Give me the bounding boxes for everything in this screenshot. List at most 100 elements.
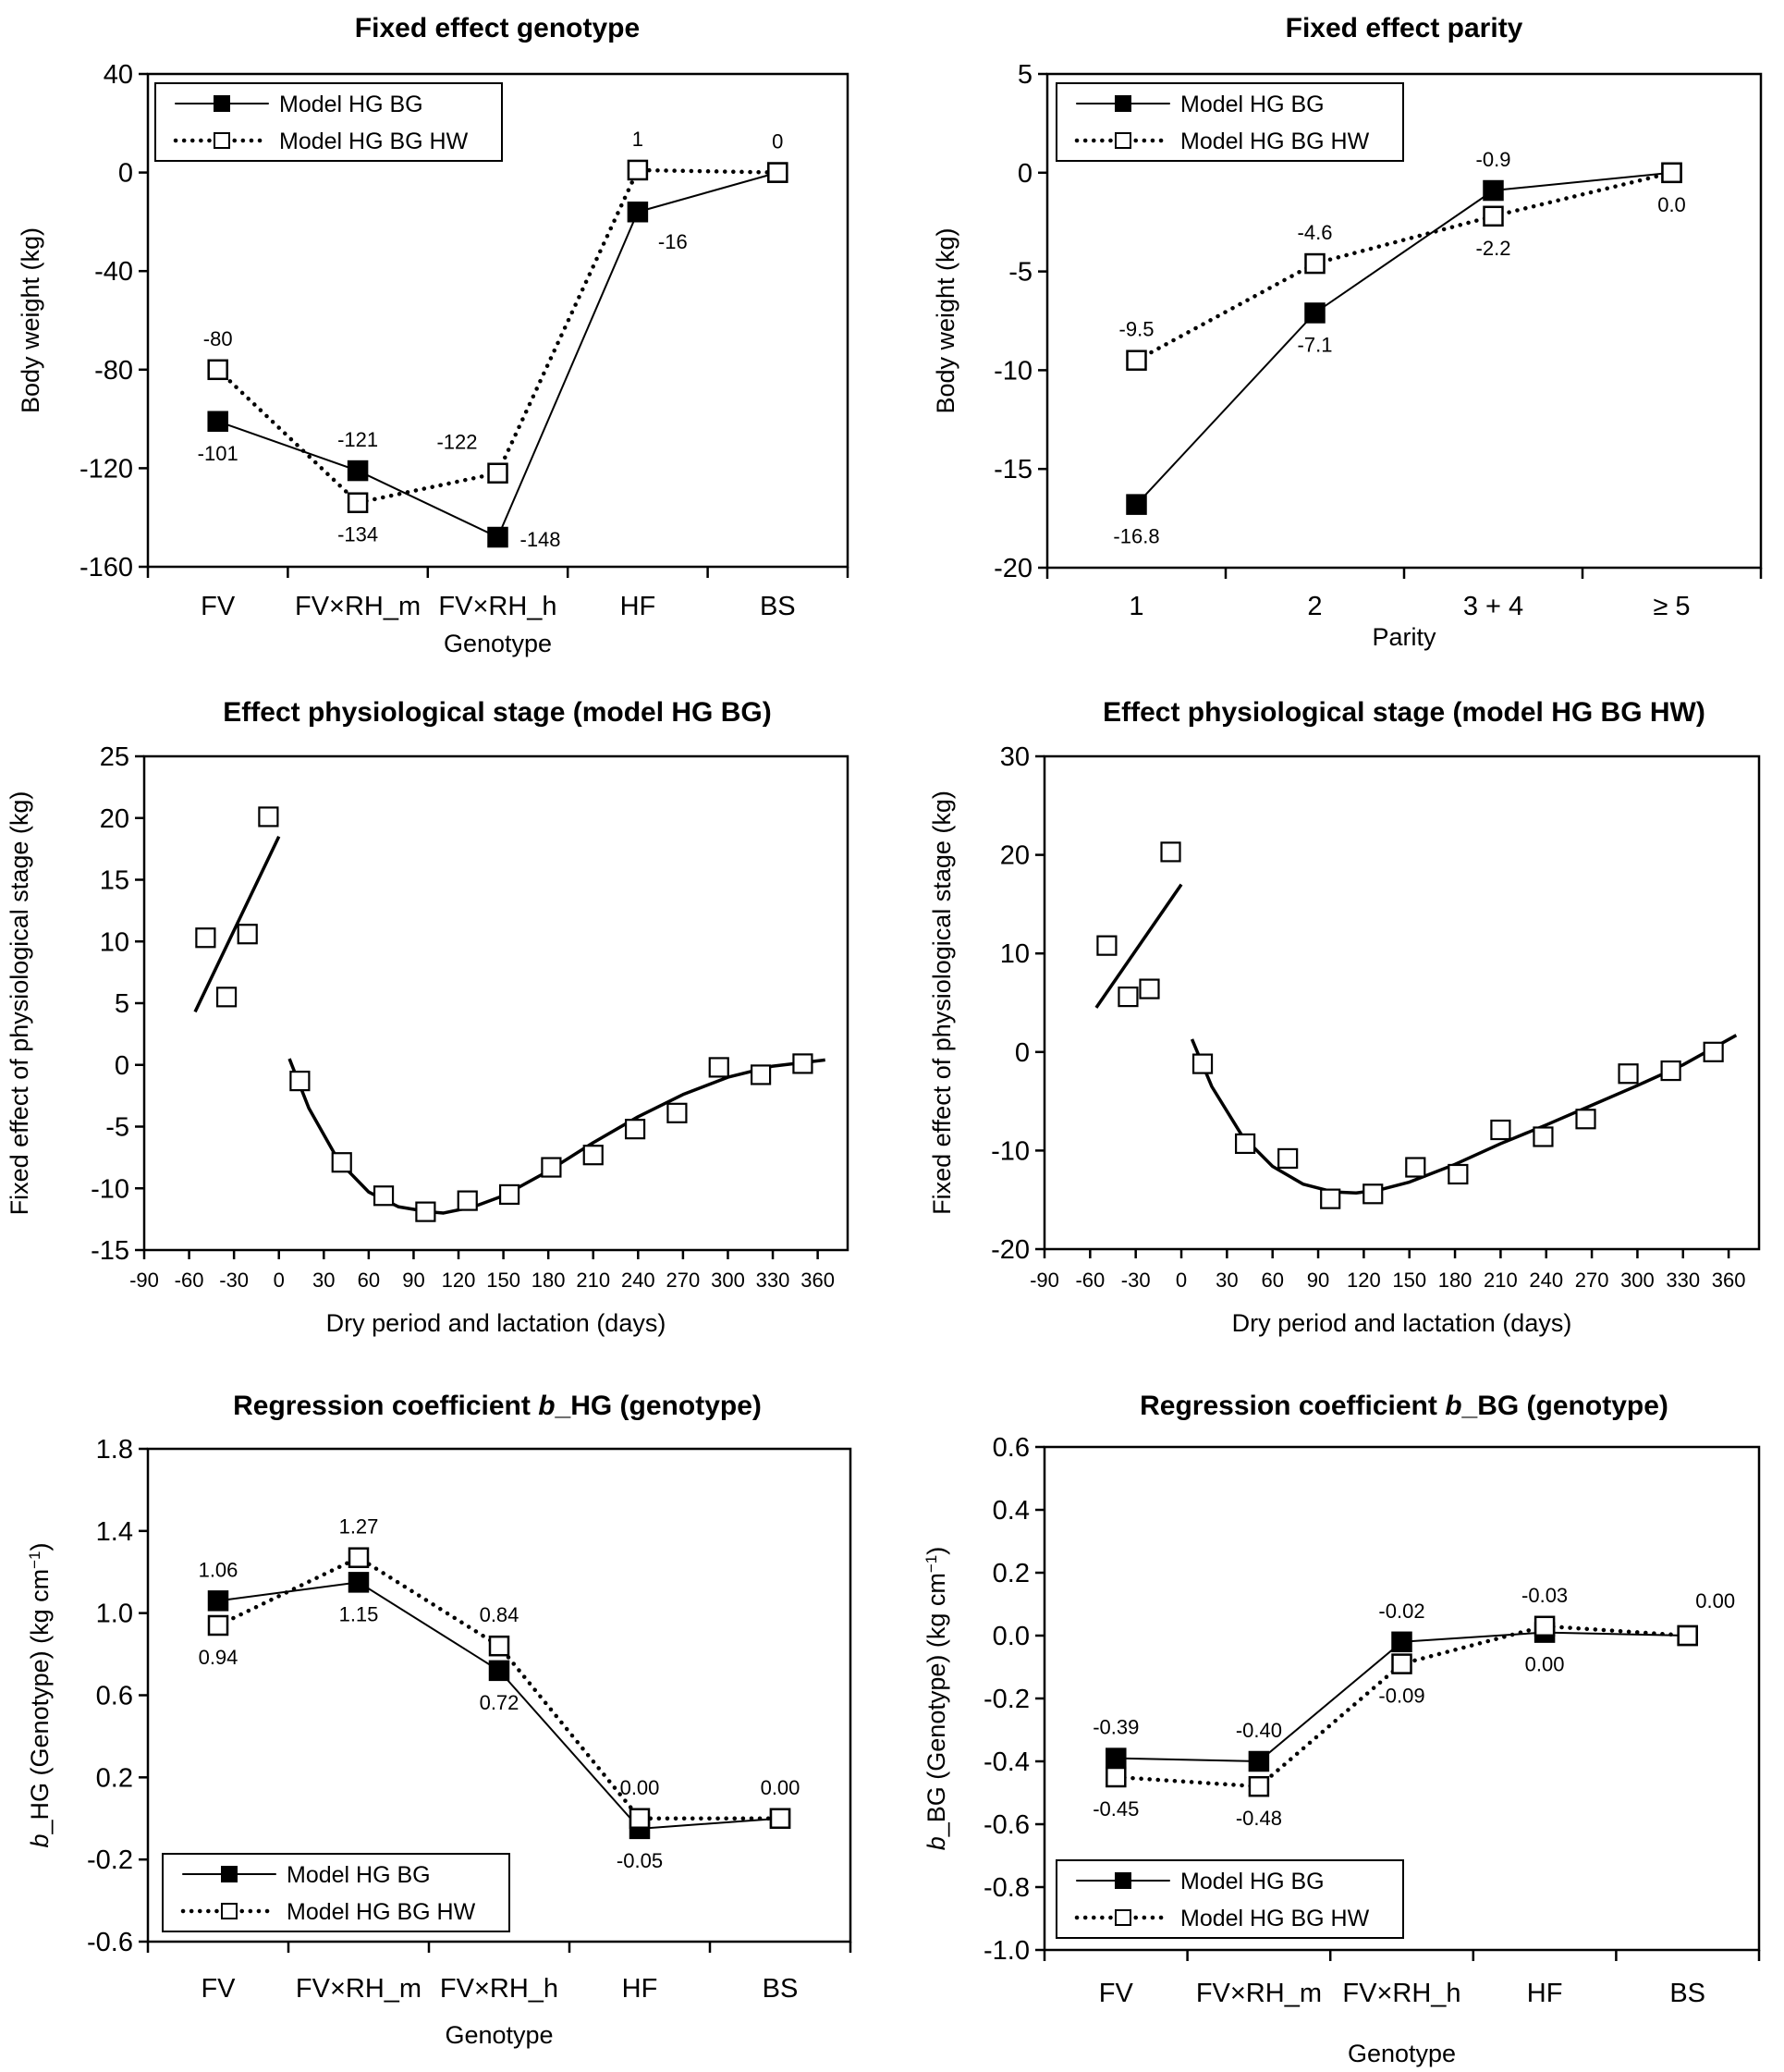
x-tick-label: 330 [756, 1269, 790, 1292]
title-suffix: _HG (genotype) [555, 1391, 762, 1421]
chart-stage-hgbghw: Effect physiological stage (model HG BG … [928, 697, 1761, 1337]
open-square-point [289, 1071, 311, 1092]
legend-open-square-icon [1115, 1909, 1131, 1926]
y-tick-label: -80 [94, 356, 133, 386]
ylabel-text: _HG (Genotype) (kg cm [26, 1569, 54, 1835]
data-label: -121 [337, 428, 378, 451]
x-tick-label: 210 [1484, 1269, 1518, 1292]
legend-box [1056, 82, 1404, 162]
data-label: -0.9 [1476, 148, 1511, 171]
open-square-point [1618, 1063, 1639, 1085]
chart-genotype: Fixed effect genotype400-40-80-120-160Bo… [17, 13, 849, 657]
x-tick-label: FV×RH_m [295, 592, 421, 621]
ylabel-italic: b [26, 1833, 54, 1847]
x-tick-label: 1 [1129, 592, 1143, 621]
chart-title: Regression coefficient b_HG (genotype) [233, 1391, 762, 1421]
series-model-hg-bg: -0.39 -0.40 -0.02 0.00 [1093, 1600, 1698, 1772]
data-label: 0.00 [620, 1776, 660, 1799]
legend-label: Model HG BG [1180, 1869, 1325, 1894]
x-tick-label: 0 [1176, 1269, 1187, 1292]
y-axis-label: Body weight (kg) [17, 227, 44, 413]
x-tick-label: 270 [1575, 1269, 1609, 1292]
legend: Model HG BG Model HG BG HW [154, 82, 503, 162]
x-tick-label: -60 [175, 1269, 204, 1292]
filled-square-marker [347, 460, 369, 482]
x-tick-label: HF [622, 1974, 658, 2004]
series-line [1135, 171, 1673, 506]
open-square-point [1096, 935, 1118, 956]
x-tick-label: FV×RH_h [440, 1974, 558, 2004]
y-tick-label: 1.4 [96, 1517, 133, 1547]
data-label: -0.40 [1236, 1719, 1282, 1742]
open-square-point [1703, 1041, 1724, 1062]
legend-label: Model HG BG HW [287, 1899, 476, 1925]
y-tick-label: -0.2 [984, 1685, 1030, 1714]
filled-square-marker [207, 411, 228, 433]
open-square-marker [629, 1808, 651, 1829]
x-tick-label: -60 [1075, 1269, 1105, 1292]
chart-title: Effect physiological stage (model HG BG) [223, 697, 771, 728]
chart-parity: Fixed effect parity 5 0 -5 -10 -15 -20 Body wei… [932, 13, 1763, 651]
chart-b-hg: Regression coefficient b_HG (genotype)1.… [26, 1391, 852, 2049]
y-axis-label: b_HG (Genotype) (kg cm−1) [26, 1542, 55, 1847]
legend: Model HG BG Model HG BG HW [1056, 1859, 1404, 1939]
series-model-hg-bg-hw: -0.45 -0.48 -0.09 -0.03 0.00 [1093, 1584, 1735, 1830]
open-square-point [331, 1152, 352, 1173]
x-tick-label: 330 [1666, 1269, 1700, 1292]
x-tick-label: 90 [402, 1269, 424, 1292]
title-prefix: Regression coefficient [233, 1391, 538, 1421]
open-square-point [498, 1183, 520, 1206]
y-tick-label: -5 [105, 1113, 129, 1143]
open-square-point [1448, 1163, 1469, 1185]
plot-frame [142, 754, 849, 1252]
legend-filled-square-icon [214, 95, 230, 112]
open-square-point [1405, 1157, 1426, 1178]
y-tick-label: 0 [1015, 1038, 1030, 1068]
legend-open-square-icon [1115, 132, 1131, 149]
x-tick-label: 60 [358, 1269, 380, 1292]
y-tick-label: 10 [1000, 939, 1030, 969]
x-tick-label: 180 [532, 1269, 566, 1292]
y-tick-label: -0.8 [984, 1873, 1030, 1903]
x-tick-label: 300 [1620, 1269, 1655, 1292]
y-tick-label: -0.6 [984, 1810, 1030, 1840]
series-model-hg-bg: -16.8 -7.1 -0.9 [1113, 148, 1682, 548]
x-tick-label: FV×RH_m [296, 1974, 422, 2004]
x-tick-label: 3 + 4 [1463, 592, 1523, 621]
data-label: -148 [520, 528, 561, 551]
legend-label: Model HG BG HW [1180, 1906, 1370, 1931]
open-square-marker [487, 462, 508, 484]
open-square-point [1660, 1060, 1681, 1082]
y-tick-label: -15 [994, 455, 1033, 484]
y-tick-label: 0.0 [993, 1622, 1030, 1651]
x-tick-label: -90 [129, 1269, 159, 1292]
x-tick-label: ≥ 5 [1653, 592, 1690, 621]
legend-filled-square-icon [221, 1866, 238, 1882]
open-square-point [415, 1201, 436, 1222]
x-tick-label: FV [201, 592, 236, 621]
y-tick-label: -120 [79, 454, 133, 484]
y-tick-label: -0.4 [984, 1747, 1030, 1777]
series-model-hg-bg-hw: -80 -134 -122 1 0 [203, 128, 788, 546]
x-tick-label: FV×RH_h [1342, 1979, 1460, 2008]
legend-box [154, 82, 503, 162]
open-square-point [237, 924, 258, 945]
open-square-marker [1661, 162, 1682, 184]
legend-box [162, 1853, 510, 1932]
filled-square-marker [488, 1660, 510, 1682]
legend: Model HG BG Model HG BG HW [162, 1853, 510, 1932]
open-square-point [624, 1119, 646, 1140]
filled-square-marker [1106, 1747, 1127, 1769]
filled-square-marker [1304, 302, 1326, 324]
x-axis-label: Dry period and lactation (days) [326, 1309, 666, 1337]
x-tick-label: 360 [1712, 1269, 1746, 1292]
y-tick-label: -1.0 [984, 1936, 1030, 1966]
series-line [215, 167, 780, 506]
x-tick-label: FV [1099, 1979, 1134, 2008]
open-square-point [195, 927, 216, 949]
open-square-marker [348, 1547, 370, 1568]
filled-square-marker [1483, 179, 1504, 202]
x-tick-label: 300 [711, 1269, 745, 1292]
open-square-marker [347, 492, 369, 513]
open-square-point [582, 1145, 604, 1166]
